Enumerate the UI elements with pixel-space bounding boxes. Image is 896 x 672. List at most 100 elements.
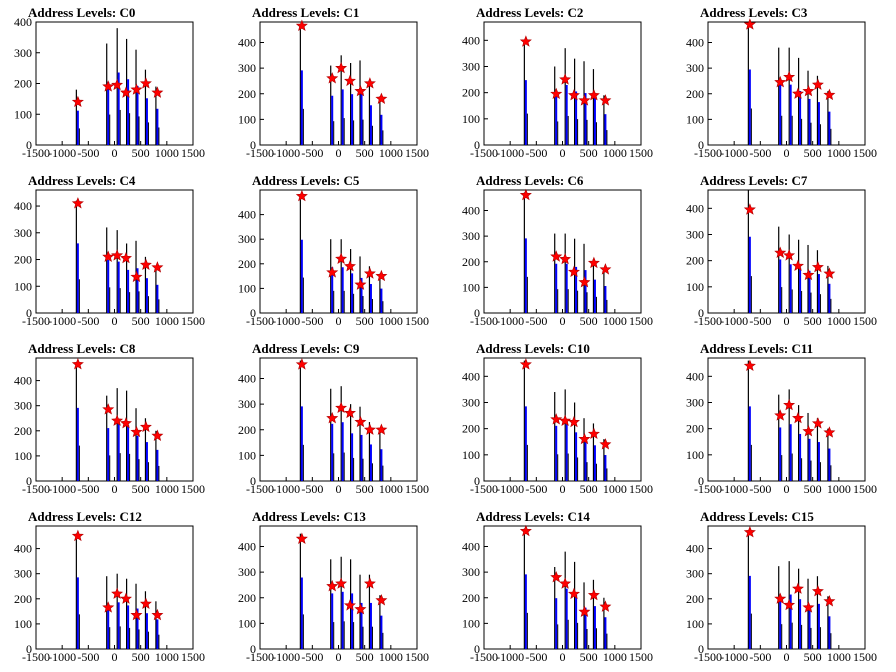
x-tick-label: -1500 [694,482,722,496]
y-tick-label: 400 [238,540,256,554]
y-tick-label: 300 [686,567,704,581]
y-tick-label: 100 [14,449,32,463]
peak-marker [599,263,612,275]
chart-panel: Address Levels: C6 0 100 200 300 400 -1500 -100… [448,168,672,336]
x-tick-label: 0 [560,482,566,496]
peak-marker [375,593,388,606]
peak-marker [792,411,804,424]
x-tick-label: -1000 [496,482,524,496]
peak-marker [811,78,824,90]
x-tick-label: -1000 [720,314,748,328]
peak-marker [335,401,348,414]
peak-marker [375,269,388,282]
y-tick-label: 0 [698,642,704,656]
y-tick-label: 100 [462,448,480,462]
x-tick-label: 500 [580,482,598,496]
plot-frame [35,189,194,314]
chart-title: Address Levels: C6 [476,173,584,188]
y-tick-label: 300 [238,397,256,411]
peak-marker [568,415,580,428]
y-tick-label: 200 [14,592,32,606]
x-tick-label: 1000 [379,146,403,160]
y-tick-label: 0 [250,138,256,152]
peak-marker [344,599,356,611]
peak-marker [295,189,308,202]
peak-marker [587,427,600,439]
y-tick-label: 100 [462,616,480,630]
chart-panel: Address Levels: C10 0 100 200 300 400 -1500 -10… [448,336,672,504]
x-tick-label: 1000 [827,314,851,328]
x-tick-label: 1000 [379,482,403,496]
peak-marker [111,414,124,426]
x-tick-label: -1000 [48,146,76,160]
x-tick-label: 0 [784,146,790,160]
y-tick-label: 0 [250,306,256,320]
chart-title: Address Levels: C3 [700,5,808,20]
x-tick-label: 500 [356,146,374,160]
y-tick-label: 100 [686,112,704,126]
x-tick-label: 1000 [603,146,627,160]
y-tick-label: 200 [238,591,256,605]
x-tick-label: -1000 [496,314,524,328]
x-tick-label: 1500 [853,482,877,496]
peak-marker [568,88,580,101]
peak-marker [550,570,563,583]
x-tick-label: 500 [804,146,822,160]
y-tick-label: 200 [462,255,480,269]
peak-marker [774,246,787,258]
chart-title: Address Levels: C12 [28,509,142,524]
chart-svg: Address Levels: C11 0 100 200 300 400 -1500-10… [686,341,877,496]
peak-marker [783,598,796,611]
x-tick-label: -1000 [720,482,748,496]
peak-marker [326,579,339,592]
x-tick-label: -1500 [694,650,722,664]
peak-marker [587,256,600,269]
peak-marker [102,250,115,262]
chart-title: Address Levels: C14 [476,509,590,524]
x-tick-label: 500 [580,650,598,664]
chart-title: Address Levels: C11 [700,341,813,356]
y-tick-label: 0 [474,138,480,152]
peak-marker [599,94,612,106]
peak-marker [519,524,532,537]
x-tick-label: 1000 [155,482,179,496]
x-tick-label: 0 [336,314,342,328]
x-tick-label: -1500 [470,482,498,496]
y-tick-label: 200 [462,86,480,100]
y-tick-label: 300 [462,395,480,409]
y-tick-label: 0 [698,474,704,488]
peak-marker [111,78,124,91]
peak-marker [111,249,124,261]
peak-marker [363,77,376,89]
peak-marker [139,258,152,270]
x-tick-label: 500 [132,482,150,496]
peak-marker [774,75,787,88]
x-tick-label: -500 [77,482,99,496]
y-tick-label: 100 [238,616,256,630]
x-tick-label: 1000 [379,650,403,664]
x-tick-label: 500 [804,314,822,328]
peak-marker [335,61,348,74]
peak-marker [802,84,815,97]
x-tick-label: -1000 [720,650,748,664]
y-tick-label: 400 [462,369,480,383]
peak-marker [519,358,532,370]
peak-marker [559,577,572,589]
peak-marker [550,413,563,425]
x-tick-label: -1500 [470,314,498,328]
y-tick-label: 200 [686,87,704,101]
y-tick-label: 0 [26,642,32,656]
x-tick-label: -1000 [48,314,76,328]
chart-svg: Address Levels: C5 0 100 200 300 400 -1500-100… [238,173,429,328]
y-tick-label: 0 [698,306,704,320]
y-tick-label: 100 [238,281,256,295]
chart-svg: Address Levels: C12 0 100 200 300 400 -1500-10… [14,509,205,664]
peak-marker [344,259,356,272]
y-tick-label: 400 [14,199,32,213]
y-tick-label: 400 [238,372,256,386]
x-tick-label: -1000 [272,482,300,496]
x-tick-label: 1500 [629,314,653,328]
y-tick-label: 200 [686,592,704,606]
chart-svg: Address Levels: C4 0 100 200 300 400 -1500-100… [14,173,205,328]
peak-marker [344,74,356,87]
